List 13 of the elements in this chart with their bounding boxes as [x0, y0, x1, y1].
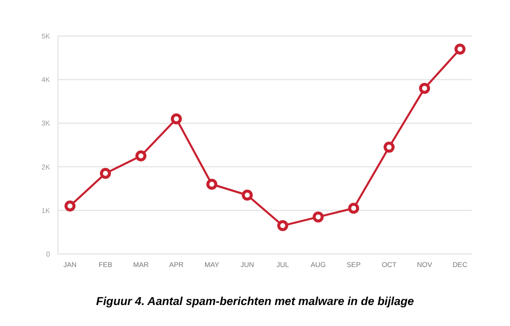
point	[206, 178, 218, 190]
point	[100, 168, 111, 179]
point	[277, 220, 288, 232]
point	[348, 202, 360, 214]
point	[170, 113, 182, 124]
point	[135, 150, 146, 162]
point	[242, 190, 253, 201]
point	[384, 142, 395, 153]
point	[419, 82, 430, 94]
text: Figuur 4. Aantal spam-berichten met malware in de bijlage	[95, 296, 415, 308]
point	[64, 200, 76, 212]
point	[454, 44, 466, 55]
point	[312, 211, 324, 222]
